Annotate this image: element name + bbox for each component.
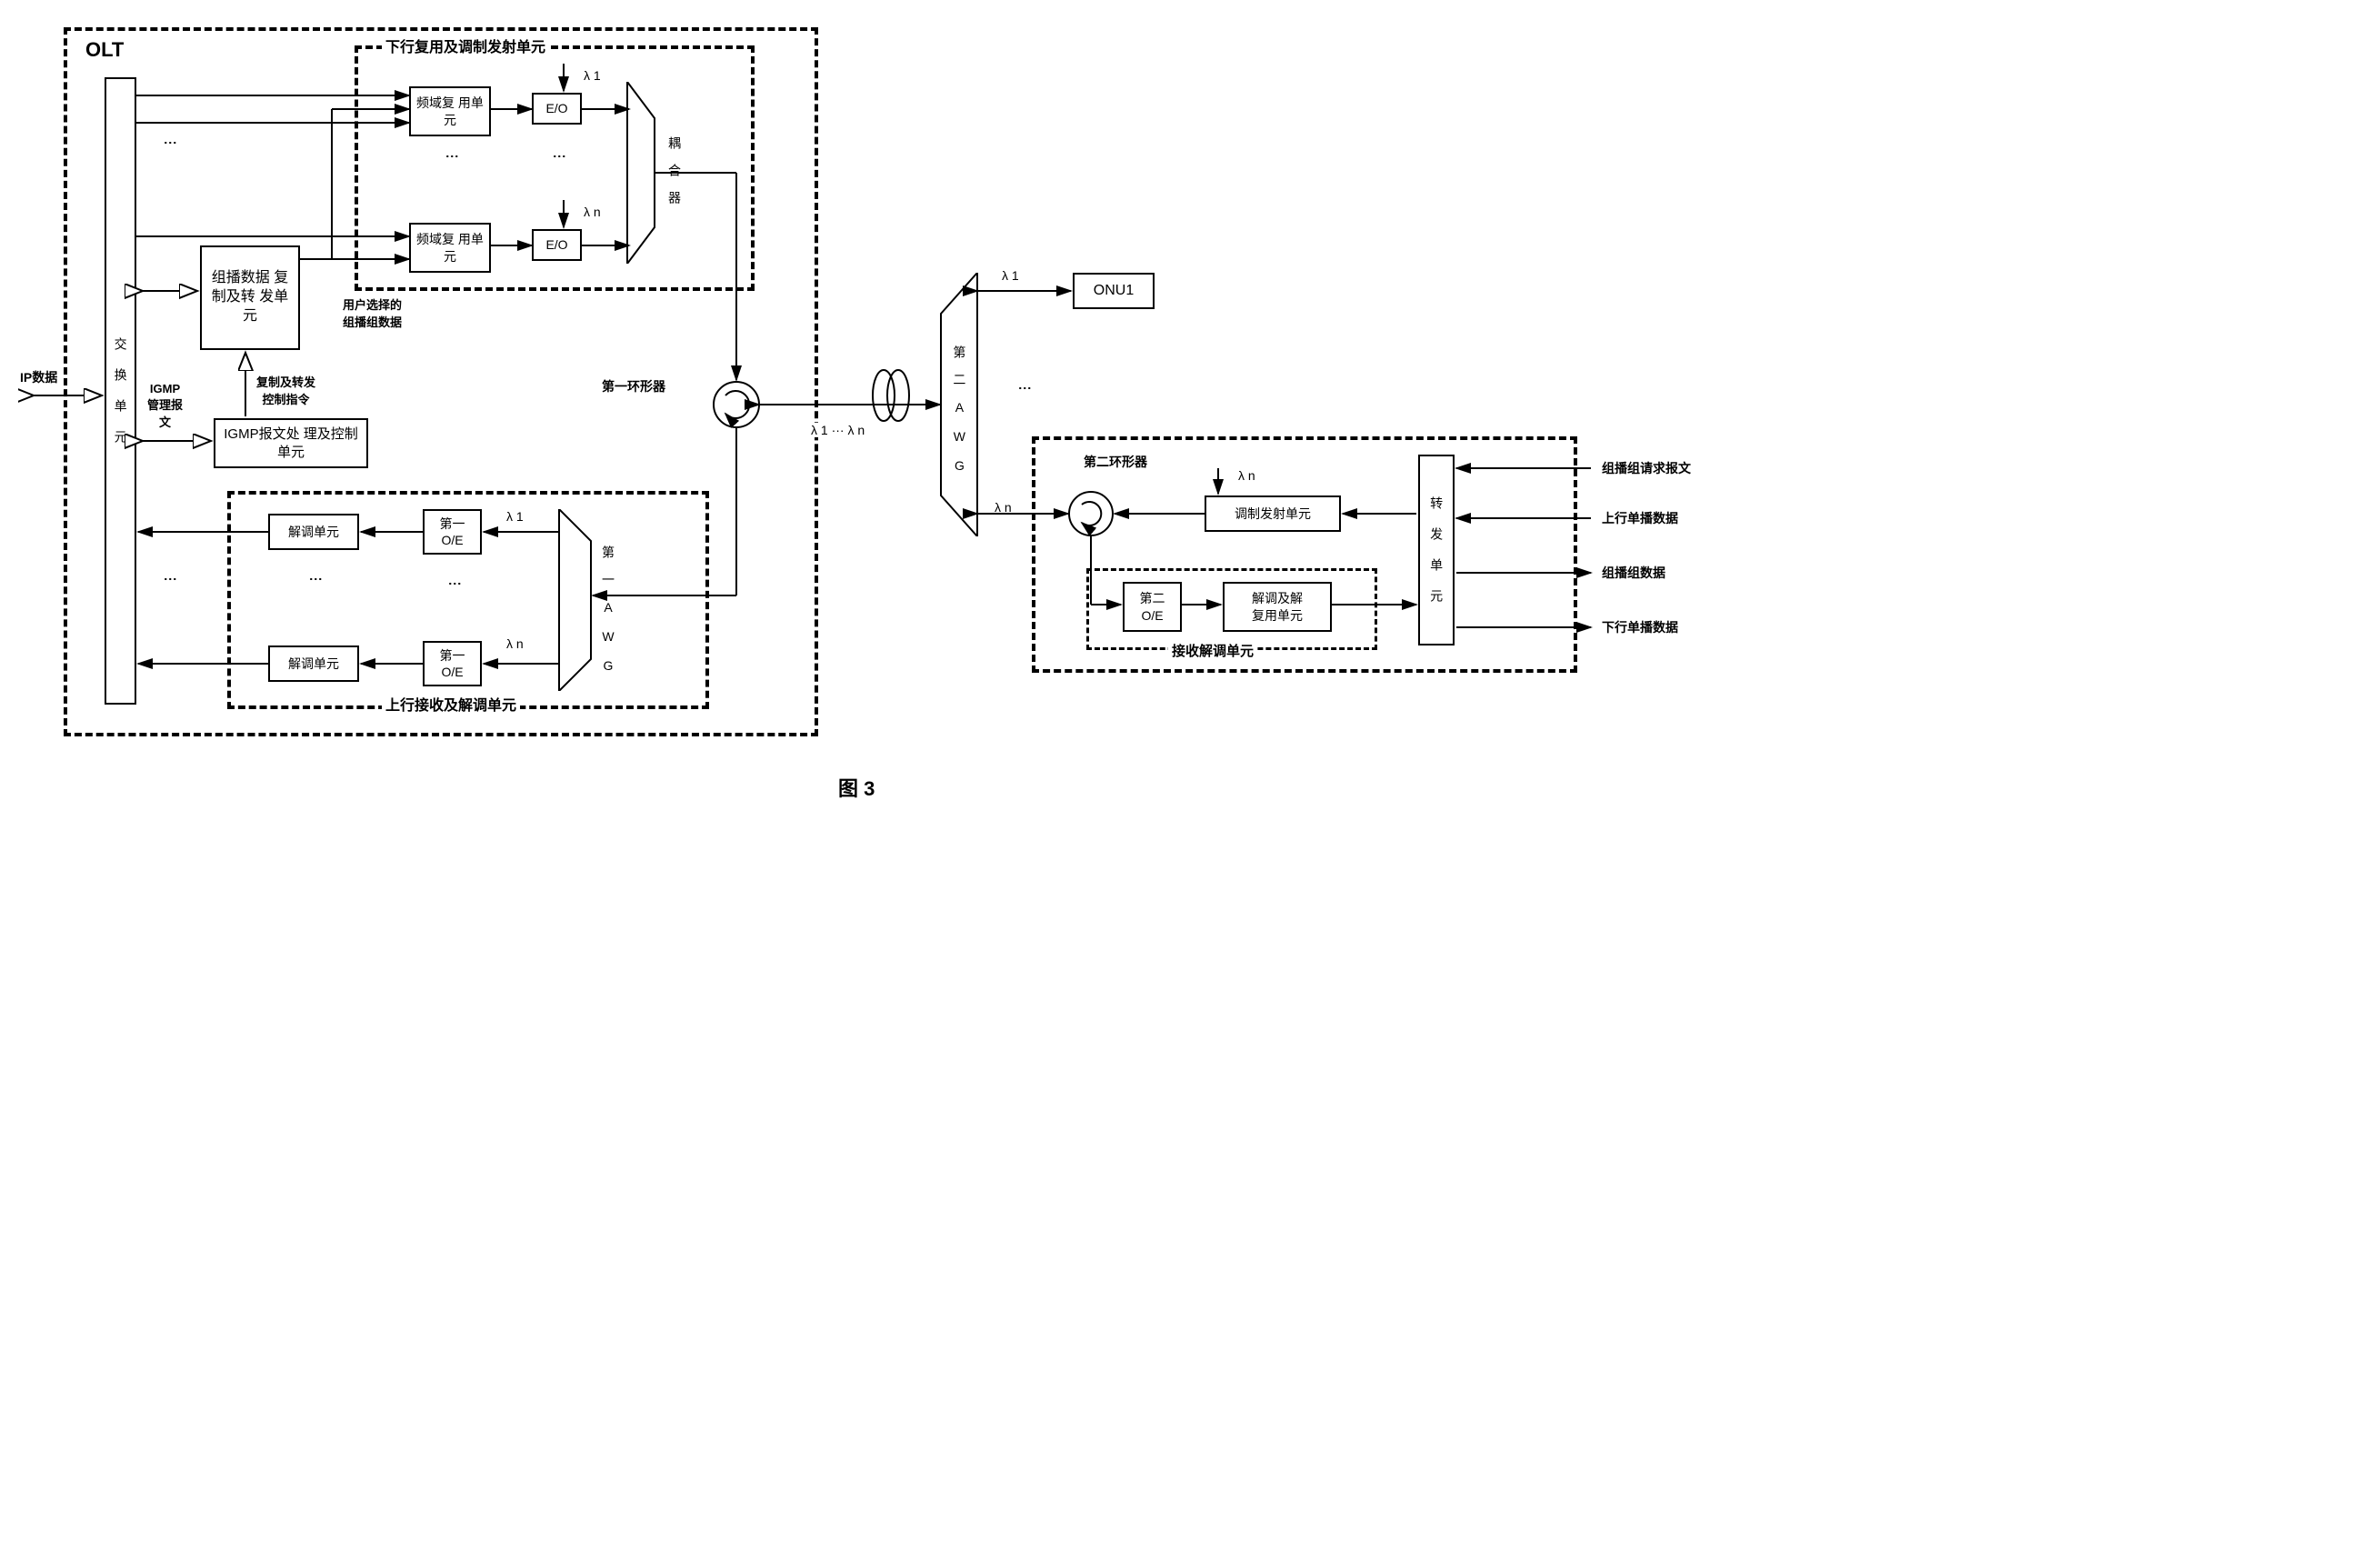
circulator1-label: 第一环形器 <box>600 377 667 395</box>
awg-lambda1: λ 1 <box>1000 268 1021 283</box>
circulator2-label: 第二环形器 <box>1082 453 1149 471</box>
multicast-data-label: 组播组数据 <box>1600 564 1667 582</box>
second-oe: 第二 O/E <box>1123 582 1182 632</box>
first-awg-label: 第 一 A W G <box>600 545 616 673</box>
igmp-mgmt-label: IGMP 管理报 文 <box>145 382 185 430</box>
onu-lambdan: λ n <box>1236 468 1257 483</box>
down-lambdan: λ n <box>582 205 603 219</box>
wdm-pon-diagram: OLT 交 换 单 元 IP数据 组播数据 复制及转 发单元 IGMP报文处 理… <box>18 18 1745 836</box>
switch-vdots-top: ⋮ <box>164 136 178 153</box>
olt-title: OLT <box>82 38 127 62</box>
figure-label: 图 3 <box>836 773 876 802</box>
awg-lambdan: λ n <box>993 500 1014 515</box>
coupler-text: 耦 合 器 <box>667 136 682 204</box>
first-oe-1: 第一 O/E <box>423 509 482 555</box>
uplink-unicast-label: 上行单播数据 <box>1600 509 1680 527</box>
second-awg-text: 第 二 A W G <box>952 345 966 473</box>
mod-tx-unit: 调制发射单元 <box>1205 495 1341 532</box>
user-multicast-label: 用户选择的 组播组数据 <box>341 295 404 330</box>
freq-mux-unit-1: 频域复 用单元 <box>409 86 491 136</box>
lambda-range: λ 1 ··· λ n <box>809 423 866 437</box>
onu1-box: ONU1 <box>1073 273 1155 309</box>
eo-n: E/O <box>532 229 582 261</box>
first-awg-text: 第 一 A W G <box>601 545 615 673</box>
downlink-unit-title: 下行复用及调制发射单元 <box>382 35 549 56</box>
forward-unit: 转 发 单 元 <box>1418 455 1455 645</box>
eo-vdots: ⋮ <box>553 150 567 166</box>
uplink-unit-title: 上行接收及解调单元 <box>382 693 520 715</box>
switch-unit: 交 换 单 元 <box>105 77 136 705</box>
freq-mux-vdots: ⋮ <box>445 150 460 166</box>
demod-unit-n: 解调单元 <box>268 645 359 682</box>
second-awg-label: 第 二 A W G <box>950 345 967 473</box>
down-lambda1: λ 1 <box>582 68 603 83</box>
second-awg <box>932 273 1005 536</box>
multicast-req-label: 组播组请求报文 <box>1600 459 1693 477</box>
switch-unit-label: 交 换 单 元 <box>112 337 128 445</box>
first-oe-n: 第一 O/E <box>423 641 482 686</box>
fiber-loop-icon <box>864 364 918 427</box>
igmp-unit: IGMP报文处 理及控制单元 <box>214 418 368 468</box>
demod-demux-unit: 解调及解 复用单元 <box>1223 582 1332 632</box>
up-lambda1: λ 1 <box>505 509 525 524</box>
awg-out-vdots: ⋮ <box>1018 382 1033 398</box>
oe-vdots: ⋮ <box>448 577 463 594</box>
forward-unit-label: 转 发 单 元 <box>1428 496 1445 604</box>
demod-unit-1: 解调单元 <box>268 514 359 550</box>
up-lambdan: λ n <box>505 636 525 651</box>
ip-data-label: IP数据 <box>18 368 59 386</box>
downlink-unicast-label: 下行单播数据 <box>1600 618 1680 636</box>
eo-1: E/O <box>532 93 582 125</box>
demod-vdots: ⋮ <box>309 573 324 589</box>
copy-forward-cmd-label: 复制及转发 控制指令 <box>255 373 317 407</box>
switch-vdots-bot: ⋮ <box>164 573 178 589</box>
freq-mux-unit-n: 频域复 用单元 <box>409 223 491 273</box>
multicast-copy-forward-unit: 组播数据 复制及转 发单元 <box>200 245 300 350</box>
rx-demod-title: 接收解调单元 <box>1168 641 1257 660</box>
coupler-label: 耦 合 器 <box>664 136 685 204</box>
